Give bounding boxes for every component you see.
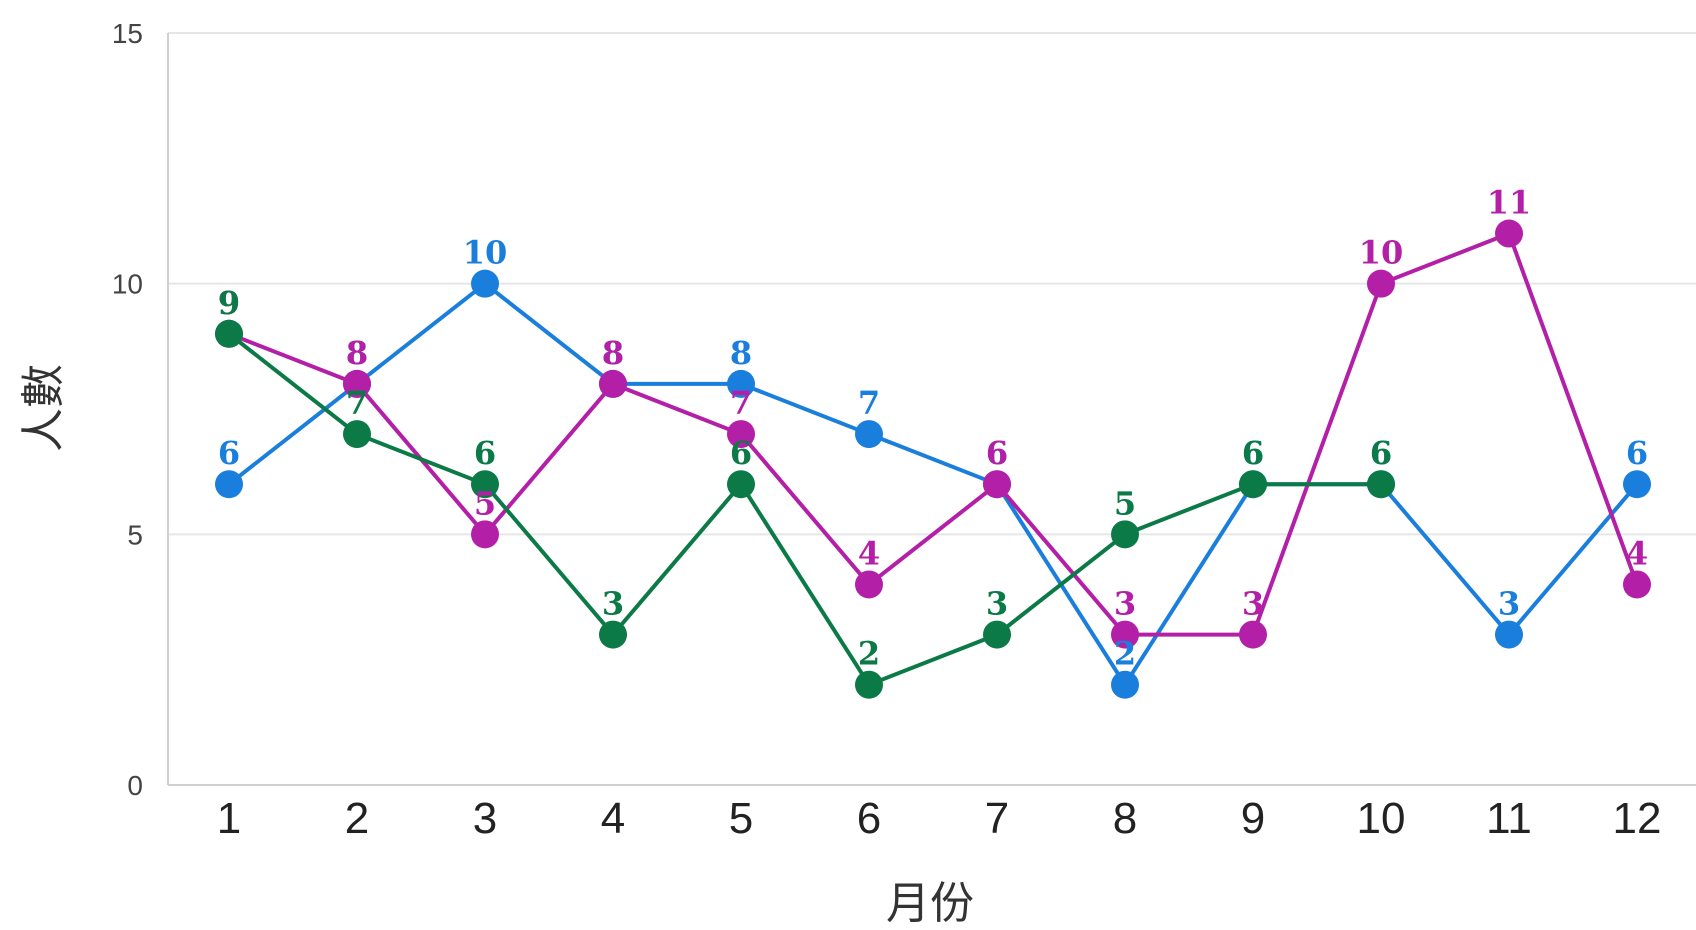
x-tick-label: 11 [1486, 794, 1532, 843]
series-1-point [727, 369, 755, 398]
series-3-data-label: 6 [1370, 434, 1392, 472]
series-2-point [1495, 219, 1523, 248]
series-1-point [1111, 670, 1139, 699]
x-tick-label: 6 [857, 794, 881, 843]
x-tick-label: 2 [345, 794, 369, 843]
series-2-data-label: 9 [218, 284, 240, 322]
series-2-point [343, 369, 371, 398]
series-3-data-label: 5 [1114, 484, 1136, 522]
series-3-point [1239, 470, 1267, 499]
x-tick-label: 10 [1357, 794, 1406, 843]
series-1-line [227, 281, 1639, 687]
series-3-point [983, 620, 1011, 649]
series-2-point [1111, 620, 1139, 649]
series-1-data-label: 3 [1498, 585, 1520, 623]
series-1-point [471, 269, 499, 298]
series-1-data-label: 6 [1626, 434, 1648, 472]
series-2-data-label: 3 [1114, 585, 1136, 623]
series-3-point [1111, 520, 1139, 549]
series-1-data-label: 6 [218, 434, 240, 472]
series-3-data-label: 6 [474, 434, 496, 472]
x-axis-title: 月份 [886, 878, 974, 929]
series-2-data-label: 10 [1359, 234, 1404, 272]
series-3-point [215, 319, 243, 348]
series-3-data-label: 6 [1242, 434, 1264, 472]
series-3-point [727, 470, 755, 499]
series-3-data-label: 3 [602, 585, 624, 623]
x-tick-label: 8 [1113, 794, 1137, 843]
series-3-line [227, 332, 1381, 687]
series-3-data-label: 9 [218, 284, 240, 322]
series-1-point [1623, 470, 1651, 499]
series-1-point [855, 420, 883, 449]
series-2-data-label: 11 [1487, 184, 1532, 222]
y-tick-label: 15 [112, 18, 143, 49]
series-2-data-label: 3 [1242, 585, 1264, 623]
series-2-line [228, 231, 1639, 637]
x-tick-label: 9 [1241, 794, 1265, 843]
series-1-data-label: 6 [1242, 434, 1264, 472]
series-3-data-label: 6 [730, 434, 752, 472]
series-2-point [855, 570, 883, 599]
series-2-point [1367, 269, 1395, 298]
x-tick-label: 4 [601, 794, 625, 843]
series-3-point [343, 420, 371, 449]
series-1-point [215, 470, 243, 499]
series-1-data-label: 8 [730, 334, 752, 372]
x-tick-label: 7 [985, 794, 1009, 843]
grid-layer [167, 32, 1696, 786]
series-1-data-label: 7 [858, 384, 880, 422]
series-3 [215, 319, 1395, 699]
series-2-data-label: 5 [474, 484, 496, 522]
series-1 [215, 269, 1651, 699]
series-2-point [599, 369, 627, 398]
series-3-data-label: 2 [858, 635, 880, 673]
y-tick-label: 5 [127, 519, 143, 550]
series-2-data-label: 4 [858, 534, 880, 572]
x-tick-label: 1 [217, 794, 241, 843]
series-3-point [599, 620, 627, 649]
series-2-data-label: 8 [602, 334, 624, 372]
y-tick-label: 0 [127, 770, 143, 801]
series-2-point [983, 470, 1011, 499]
series-3-point [855, 670, 883, 699]
y-axis-ticks: 0 5 10 15 [112, 18, 143, 801]
series-1-data-label: 2 [1114, 635, 1136, 673]
series-2-data-label: 8 [346, 334, 368, 372]
series-2-point [1239, 620, 1267, 649]
x-axis-ticks: 1 2 3 4 5 6 7 8 9 10 11 12 [217, 794, 1662, 843]
series-1-data-label: 6 [1370, 434, 1392, 472]
y-tick-label: 10 [112, 269, 143, 300]
x-tick-label: 3 [473, 794, 497, 843]
series-3-point [471, 470, 499, 499]
series-1-data-label: 10 [463, 234, 508, 272]
series-1-point [1495, 620, 1523, 649]
series-1-data-label: 8 [346, 334, 368, 372]
series-3-point [1367, 470, 1395, 499]
series-2-data-label: 7 [730, 384, 752, 422]
x-tick-label: 5 [729, 794, 753, 843]
series-2-point [727, 420, 755, 449]
series-1-data-label: 8 [602, 334, 624, 372]
series-3-data-label: 3 [986, 585, 1008, 623]
series-1-data-label: 6 [986, 434, 1008, 472]
series-2-point [471, 520, 499, 549]
series-2-point [1623, 570, 1651, 599]
series-3-data-label: 7 [346, 384, 368, 422]
y-axis-title: 人數 [18, 364, 69, 452]
x-tick-label: 12 [1613, 794, 1662, 843]
series-2-data-label: 4 [1626, 534, 1648, 572]
series-layer [215, 219, 1651, 699]
series-2-data-label: 6 [986, 434, 1008, 472]
